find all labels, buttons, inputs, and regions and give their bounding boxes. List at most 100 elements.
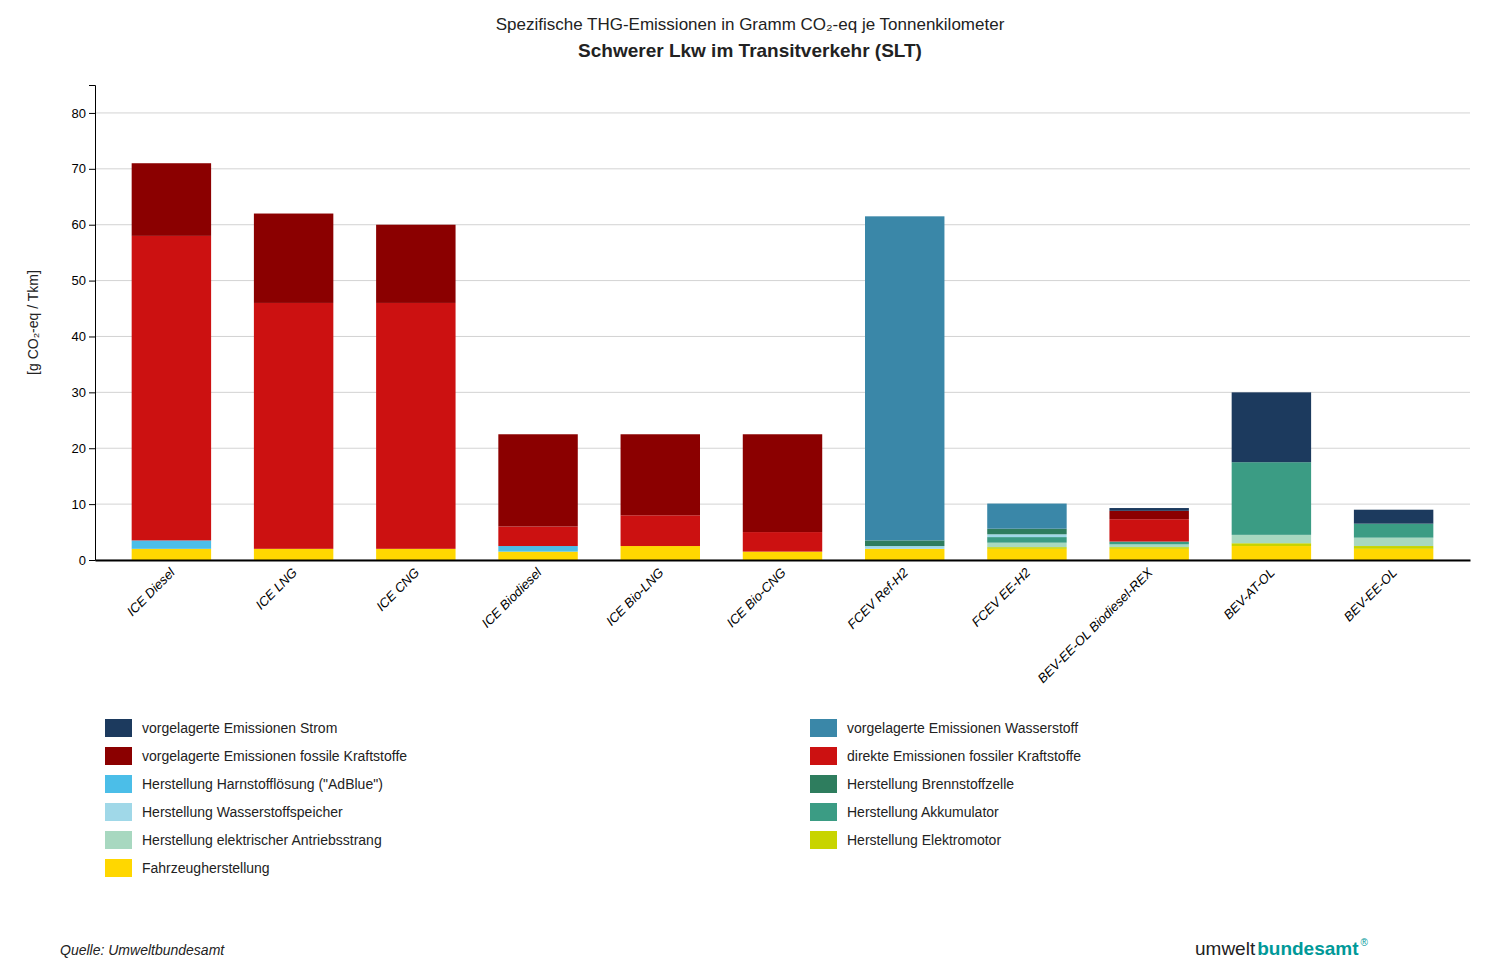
bar-segment [132,163,211,236]
bar-segment [498,434,577,435]
y-tick-label: 40 [72,329,86,344]
legend-item: vorgelagerte Emissionen Wasserstoff [810,719,1078,737]
x-tick: ICE CNG [373,565,422,614]
bar-segment [743,434,822,532]
grid-line [95,560,1470,561]
logo-text: bundesamt [1257,938,1359,959]
y-axis: 01020304050607080 [72,86,96,568]
legend-item: vorgelagerte Emissionen Strom [105,719,337,737]
x-tick-label: FCEV Ref-H2 [844,564,911,631]
legend-item: Herstellung elektrischer Antriebsstrang [105,831,382,849]
bar-segment [498,434,577,435]
subtitle: Schwerer Lkw im Transitverkehr (SLT) [578,40,922,61]
bar-segment [132,540,211,548]
bar-segment [254,549,333,560]
legend-item: vorgelagerte Emissionen fossile Kraftsto… [105,747,407,765]
bar-segment [743,552,822,560]
bar-segment [254,213,333,214]
bar-segment [1109,508,1188,511]
bar-segment [254,213,333,214]
bar-segment [498,434,577,526]
y-axis-line [89,86,96,561]
legend-item: Fahrzeugherstellung [105,859,270,877]
bar-segment [1232,546,1311,560]
bar-segment [376,224,455,225]
y-tick: 10 [72,497,95,512]
source-note: Quelle: Umweltbundesamt [60,942,225,958]
y-tick: 30 [72,385,95,400]
legend-swatch [810,775,837,793]
x-tick-label: BEV-AT-OL [1220,565,1277,622]
bar-segment [254,303,333,549]
bar-segment [987,547,1066,549]
bar-segment [621,434,700,515]
y-tick-mark [89,113,95,114]
legend-label: vorgelagerte Emissionen Strom [142,720,337,736]
y-tick: 50 [72,273,95,288]
bar-segment [621,434,700,435]
bar-segment [1109,511,1188,519]
x-tick: FCEV EE-H2 [969,564,1034,629]
bar-segment [1354,510,1433,524]
legend-label: vorgelagerte Emissionen fossile Kraftsto… [142,748,407,764]
y-tick-label: 80 [72,106,86,121]
bar-series [1109,392,1433,523]
legend-item: direkte Emissionen fossiler Kraftstoffe [810,747,1081,765]
x-tick: BEV-EE-OL [1341,565,1400,624]
y-tick-label: 50 [72,273,86,288]
bar-segment [987,504,1066,529]
bar-segment [865,216,944,540]
bar-segment [621,515,700,546]
bar-segment [1109,549,1188,560]
legend-label: Herstellung Harnstofflösung ("AdBlue") [142,776,383,792]
bar-segment [1232,535,1311,543]
legend: vorgelagerte Emissionen Strom vorgelagert… [105,719,1081,877]
bars [132,163,1434,560]
bar-segment [621,546,700,560]
title: Spezifische THG-Emissionen in Gramm CO₂-… [496,15,1005,34]
grid-line [95,112,1470,113]
y-tick-mark [89,336,95,337]
bar-segment [1354,549,1433,560]
legend-swatch [105,831,132,849]
bar-segment [743,434,822,435]
bar-segment [376,303,455,549]
legend-item: Herstellung Brennstoffzelle [810,775,1014,793]
y-tick-label: 10 [72,497,86,512]
bar-segment [376,224,455,225]
bar-segment [132,163,211,164]
x-tick: ICE Bio-LNG [603,565,667,629]
legend-label: Herstellung Elektromotor [847,832,1001,848]
x-axis-line [96,560,1471,562]
legend-label: vorgelagerte Emissionen Wasserstoff [847,720,1078,736]
y-tick: 0 [79,553,95,568]
logo-text: umwelt [1195,938,1256,959]
legend-label: Herstellung Akkumulator [847,804,999,820]
legend-swatch [105,719,132,737]
y-tick-mark [89,392,95,393]
x-tick-label: BEV-EE-OL Biodiesel-REX [1035,564,1157,686]
bar-segment [1354,546,1433,549]
bar-segment [376,225,455,303]
legend-swatch [105,859,132,877]
bar-segment [1232,392,1311,462]
bar-series [865,216,1067,540]
bar-segment [865,549,944,560]
y-tick-mark [89,281,95,282]
bar-segment [987,503,1066,504]
bar-segment [254,214,333,303]
bar-segment [865,546,944,549]
bar-segment [865,216,944,217]
y-tick-label: 20 [72,441,86,456]
legend-item: Herstellung Wasserstoffspeicher [105,803,343,821]
bar-segment [743,434,822,435]
bar-segment [1109,519,1188,541]
y-tick-label: 0 [79,553,86,568]
x-tick: BEV-EE-OL Biodiesel-REX [1035,564,1157,686]
bar-segment [987,549,1066,560]
bar-segment [865,540,944,546]
y-tick: 40 [72,329,95,344]
bar-segment [987,537,1066,543]
x-tick-label: ICE CNG [373,565,422,614]
bar-segment [1109,544,1188,547]
